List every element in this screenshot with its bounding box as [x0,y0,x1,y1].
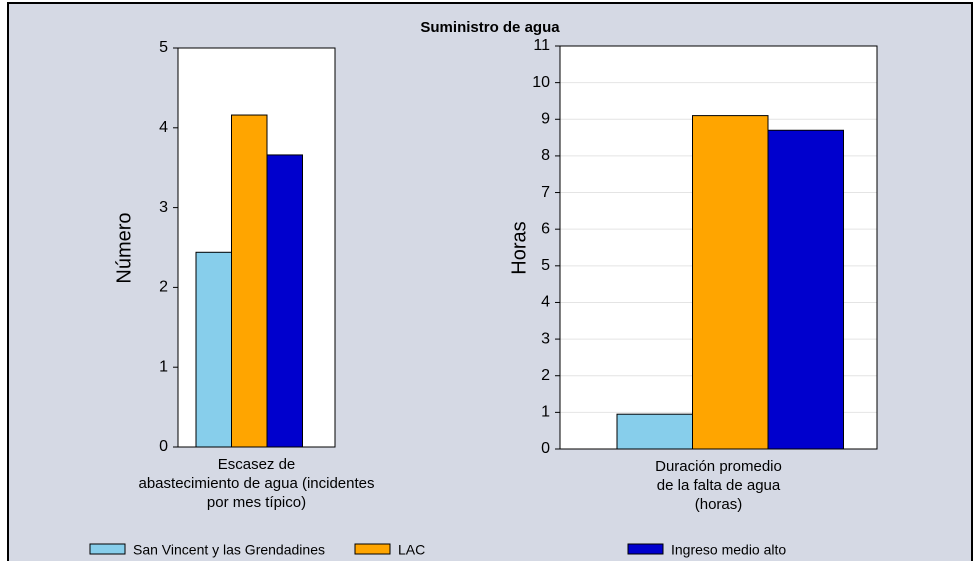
x-tick-label: Escasez de abastecimiento de agua (incid… [138,456,375,511]
y-tick-label: 0 [541,440,550,457]
plot-border [177,47,336,448]
legend-swatch [627,543,664,555]
y-tick-label: 7 [541,184,550,201]
y-tick-label: 6 [541,220,550,237]
x-tick-label: Duración promedio de la falta de agua (h… [655,458,782,513]
y-tick-label: 2 [159,279,168,296]
legend-swatch [89,543,126,555]
bar [616,413,693,450]
bar [692,115,769,450]
y-tick-label: 3 [541,330,550,347]
bar [266,154,303,448]
legend-label: LAC [398,542,425,558]
bar [195,251,232,448]
bar [231,114,268,448]
y-tick-label: 5 [541,257,550,274]
y-axis-label: Horas [508,221,530,274]
bar [767,129,844,450]
legend-label: San Vincent y las Grendadines [133,542,325,558]
y-tick-label: 4 [159,119,168,136]
chart-title: Suministro de agua [420,19,560,36]
legend-label: Ingreso medio alto [671,542,786,558]
y-tick-label: 4 [541,294,550,311]
y-tick-label: 0 [159,438,168,455]
y-tick-label: 3 [159,199,168,216]
y-axis-label: Número [113,212,135,283]
y-tick-label: 1 [159,358,168,375]
y-tick-label: 5 [159,39,168,56]
y-tick-label: 10 [532,74,550,91]
plot-border [559,45,878,450]
y-tick-label: 1 [541,404,550,421]
y-tick-label: 11 [533,37,550,54]
y-tick-label: 8 [541,147,550,164]
legend-swatch [354,543,391,555]
y-tick-label: 2 [541,367,550,384]
y-tick-label: 9 [541,110,550,127]
